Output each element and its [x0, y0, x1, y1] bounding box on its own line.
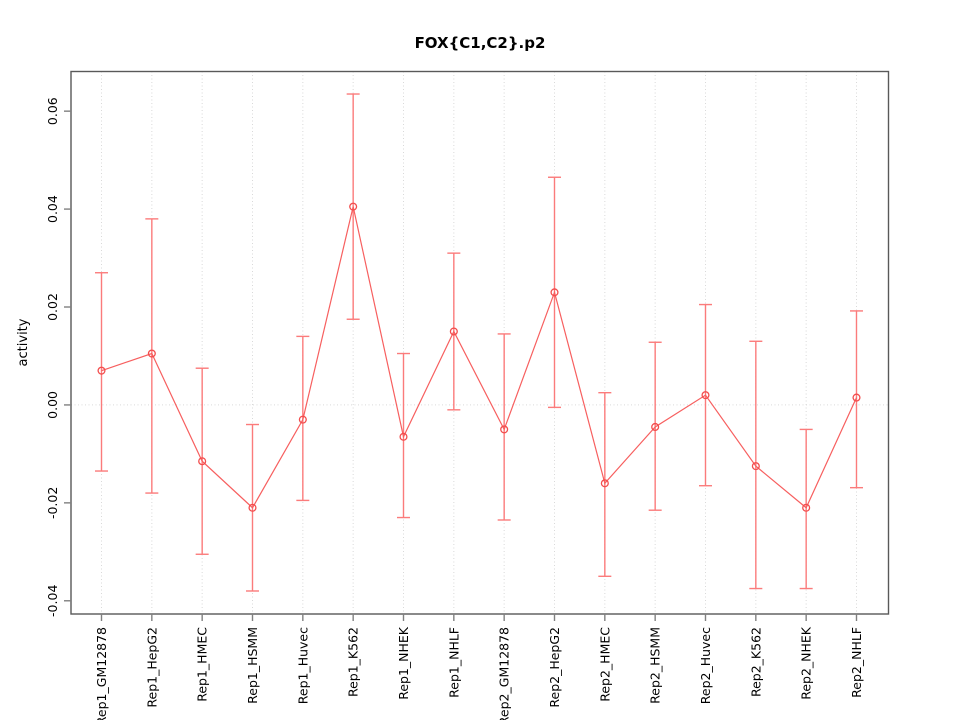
data-point-marker [147, 349, 156, 358]
x-tick-label: Rep1_NHLF [446, 627, 461, 698]
data-point-marker [248, 503, 257, 512]
x-tick-label: Rep1_HepG2 [144, 627, 159, 708]
x-tick-label: Rep2_GM12878 [497, 627, 512, 720]
x-tick-label: Rep2_NHEK [799, 626, 814, 700]
data-point-marker [701, 391, 710, 400]
y-tick-label: 0.02 [45, 293, 60, 321]
error-bar [598, 391, 612, 577]
grid-layer [71, 71, 889, 614]
data-point-marker [198, 457, 207, 466]
x-tick-label: Rep2_Huvec [698, 627, 713, 704]
error-bar [849, 310, 863, 489]
x-tick-label: Rep1_NHEK [396, 626, 411, 700]
y-tick-label: 0.04 [45, 195, 60, 223]
data-layer [95, 93, 863, 592]
data-point-marker [600, 479, 609, 488]
data-point-marker [500, 425, 509, 434]
data-point-marker [449, 327, 458, 336]
data-point-marker [399, 432, 408, 441]
error-bar [497, 333, 511, 521]
error-bar [95, 272, 108, 472]
y-tick-label: 0.00 [45, 391, 60, 419]
chart-title: FOX{C1,C2}.p2 [415, 34, 546, 52]
data-point-marker [751, 462, 760, 471]
x-tick-label: Rep1_GM12878 [94, 627, 109, 720]
data-point-marker [97, 366, 106, 375]
data-point-marker [349, 202, 358, 211]
x-tick-label: Rep1_HSMM [245, 627, 260, 704]
error-bar [648, 341, 662, 511]
data-point-marker [802, 503, 811, 512]
plot-box [70, 70, 890, 615]
x-tick-label: Rep2_HepG2 [547, 627, 562, 708]
y-tick-label: -0.04 [45, 585, 60, 617]
error-bar [799, 428, 813, 590]
y-axis-title: activity [16, 318, 31, 366]
x-tick-label: Rep2_K562 [748, 627, 763, 697]
x-tick-label: Rep2_NHLF [849, 627, 864, 698]
error-bar [749, 340, 763, 590]
data-point-marker [550, 288, 559, 297]
data-point-marker [852, 393, 861, 402]
axis-layer: -0.04 -0.02 0.00 0.02 0.04 0.06 Rep1_GM12878 Re… [45, 70, 890, 720]
x-tick-label: Rep2_HMEC [597, 627, 612, 702]
y-tick-label: 0.06 [45, 97, 60, 125]
series-line [101, 206, 858, 509]
x-tick-label: Rep1_HMEC [195, 627, 210, 702]
y-tick-label: -0.02 [45, 487, 60, 519]
data-point-marker [298, 415, 307, 424]
x-tick-label: Rep1_Huvec [295, 627, 310, 704]
x-tick-label: Rep1_K562 [346, 627, 361, 697]
data-point-marker [651, 422, 660, 432]
error-bar [145, 218, 159, 494]
x-tick-label: Rep2_HSMM [648, 627, 663, 704]
